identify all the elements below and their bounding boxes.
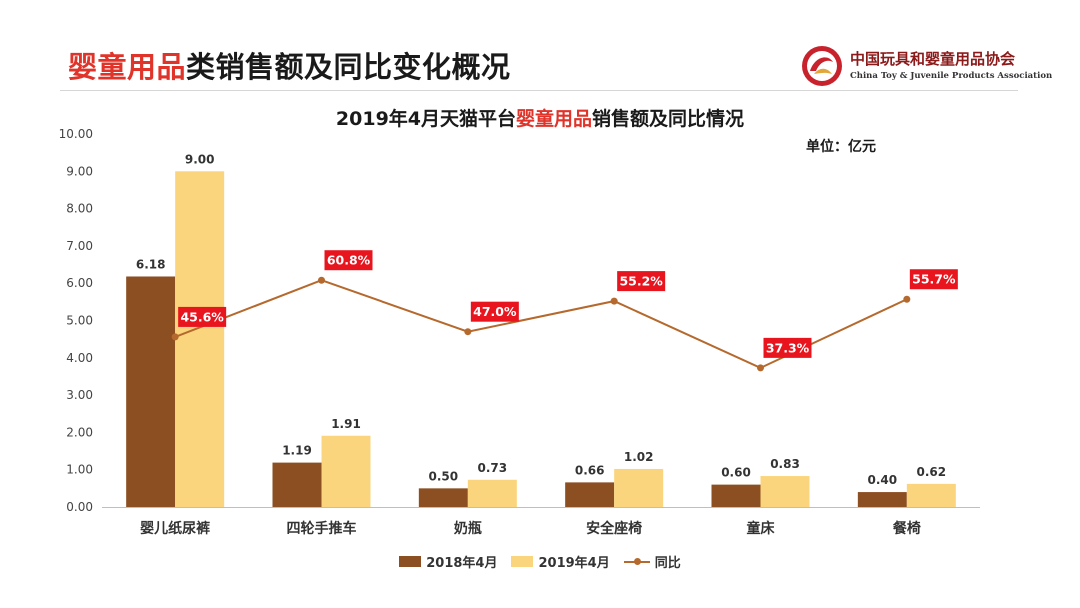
unit-label: 单位：亿元 [806, 139, 876, 155]
yoy-label-box [617, 271, 666, 292]
x-category-label: 奶瓶 [454, 520, 482, 537]
yoy-value-label: 37.3% [766, 340, 810, 355]
bar-2019 [614, 468, 664, 507]
slide-title-rest: 类销售额及同比变化概况 [186, 50, 511, 84]
logo-chinese-name: 中国玩具和婴童用品协会 [850, 50, 1016, 68]
y-tick-label: 8.00 [66, 202, 93, 216]
bar-2018 [857, 492, 907, 507]
bar-value-label: 0.66 [575, 463, 605, 477]
x-category-label: 童床 [747, 520, 776, 537]
legend-swatch-2019 [511, 556, 534, 567]
bar-2019 [760, 476, 810, 507]
yoy-label-box [178, 306, 227, 327]
bar-value-label: 0.60 [721, 466, 751, 480]
y-tick-label: 9.00 [66, 164, 93, 178]
chart-legend: 2018年4月 2019年4月 同比 [0, 552, 1080, 571]
y-tick-label: 6.00 [66, 276, 93, 290]
x-category-label: 餐椅 [892, 520, 921, 537]
yoy-value-label: 45.6% [180, 309, 224, 324]
x-category-label: 安全座椅 [586, 520, 642, 537]
bar-2019 [906, 483, 956, 507]
legend-label-yoy: 同比 [654, 556, 681, 571]
yoy-point [757, 364, 764, 372]
chart-title-suffix: 销售额及同比情况 [592, 108, 745, 130]
bar-2019 [321, 435, 371, 507]
chart-title-prefix: 2019年4月天猫平台 [335, 108, 517, 130]
bar-value-label: 0.83 [770, 457, 800, 471]
bar-value-label: 1.19 [282, 444, 312, 458]
bar-2019 [467, 479, 517, 507]
yoy-label-box [763, 337, 812, 358]
bar-value-label: 1.02 [624, 450, 654, 464]
y-tick-label: 10.00 [59, 127, 93, 141]
bar-value-label: 0.73 [478, 461, 508, 475]
header-divider [60, 90, 1018, 91]
bar-2018 [565, 482, 615, 507]
bar-2018 [711, 484, 761, 507]
association-emblem-icon [802, 46, 842, 86]
y-tick-label: 2.00 [66, 425, 93, 439]
yoy-value-label: 55.7% [912, 272, 956, 287]
y-tick-label: 5.00 [66, 314, 93, 328]
bar-value-label: 1.91 [331, 417, 361, 431]
slide-header: 婴童用品类销售额及同比变化概况 中国玩具和婴童用品协会 China Toy & … [0, 0, 1080, 92]
slide-title-accent: 婴童用品 [68, 50, 187, 84]
bar-value-label: 0.62 [917, 465, 947, 479]
chart-title-accent: 婴童用品 [516, 108, 593, 130]
yoy-value-label: 55.2% [619, 274, 663, 289]
bar-value-label: 0.50 [429, 469, 459, 483]
yoy-label-box [470, 301, 519, 322]
yoy-point [903, 295, 911, 303]
legend-label-2018: 2018年4月 [426, 556, 498, 571]
bar-2018 [272, 462, 322, 507]
legend-swatch-yoy [623, 556, 650, 567]
yoy-label-box [909, 269, 958, 290]
bar-2018 [418, 488, 468, 507]
yoy-point [318, 276, 325, 284]
bar-2018 [126, 276, 176, 507]
y-tick-label: 1.00 [66, 463, 93, 477]
legend-item-2019: 2019年4月 [511, 552, 610, 571]
bar-value-label: 0.40 [868, 473, 898, 487]
yoy-point [171, 333, 179, 341]
bar-2019 [175, 171, 225, 508]
x-category-label: 婴儿纸尿裤 [140, 520, 210, 537]
y-tick-label: 0.00 [66, 500, 93, 514]
slide-title: 婴童用品类销售额及同比变化概况 [68, 44, 511, 86]
chart-title: 2019年4月天猫平台婴童用品销售额及同比情况 [0, 104, 1080, 131]
legend-swatch-2018 [399, 556, 422, 567]
yoy-value-label: 47.0% [473, 304, 517, 319]
legend-label-2019: 2019年4月 [538, 556, 610, 571]
yoy-value-label: 60.8% [327, 253, 371, 268]
bar-value-label: 6.18 [136, 257, 166, 271]
yoy-point [464, 328, 472, 336]
legend-item-2018: 2018年4月 [399, 552, 497, 571]
x-category-label: 四轮手推车 [287, 520, 357, 537]
legend-item-yoy: 同比 [623, 552, 681, 571]
logo-english-name: China Toy & Juvenile Products Associatio… [850, 71, 1053, 81]
yoy-point [610, 297, 618, 305]
y-tick-label: 7.00 [66, 239, 93, 253]
yoy-label-box [324, 250, 373, 271]
y-tick-label: 4.00 [66, 351, 93, 365]
bar-value-label: 9.00 [185, 152, 215, 166]
y-tick-label: 3.00 [66, 388, 93, 402]
association-logo: 中国玩具和婴童用品协会 China Toy & Juvenile Product… [800, 44, 1052, 90]
